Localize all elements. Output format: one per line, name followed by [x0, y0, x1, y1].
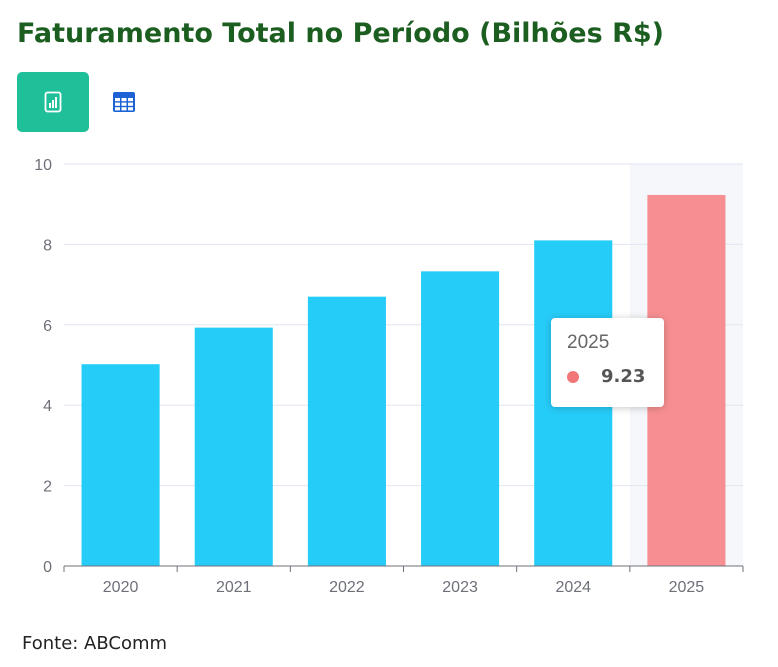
y-tick-label: 0 [43, 559, 52, 576]
bar-2023[interactable] [421, 271, 500, 566]
x-tick-label: 2025 [669, 579, 705, 596]
source-note: Fonte: ABComm [22, 633, 168, 654]
x-tick-label: 2023 [442, 579, 478, 596]
y-tick-label: 4 [43, 398, 52, 415]
page-title: Faturamento Total no Período (Bilhões R$… [17, 18, 664, 49]
tooltip: 2025 9.23 [551, 318, 664, 407]
tooltip-value: 9.23 [601, 366, 646, 387]
x-tick-label: 2020 [103, 579, 139, 596]
y-tick-label: 2 [43, 479, 52, 496]
table-icon [113, 92, 135, 112]
x-tick-label: 2022 [329, 579, 365, 596]
table-view-button[interactable] [98, 72, 150, 132]
y-tick-label: 8 [43, 237, 52, 254]
x-tick-label: 2021 [216, 579, 252, 596]
bar-2022[interactable] [307, 296, 386, 566]
tick-labels: 0 2 4 6 8 10 2020 2021 2022 2023 2024 2025 [34, 157, 704, 596]
tooltip-marker [567, 370, 579, 383]
bar-2021[interactable] [194, 327, 273, 566]
x-tick-label: 2024 [555, 579, 591, 596]
bar-2020[interactable] [81, 364, 160, 566]
chart-view-button[interactable] [17, 72, 89, 132]
bar-chart-icon [44, 91, 62, 113]
y-tick-label: 10 [34, 157, 52, 174]
y-tick-label: 6 [43, 318, 52, 335]
axes [63, 565, 744, 572]
tooltip-category: 2025 [567, 332, 610, 353]
